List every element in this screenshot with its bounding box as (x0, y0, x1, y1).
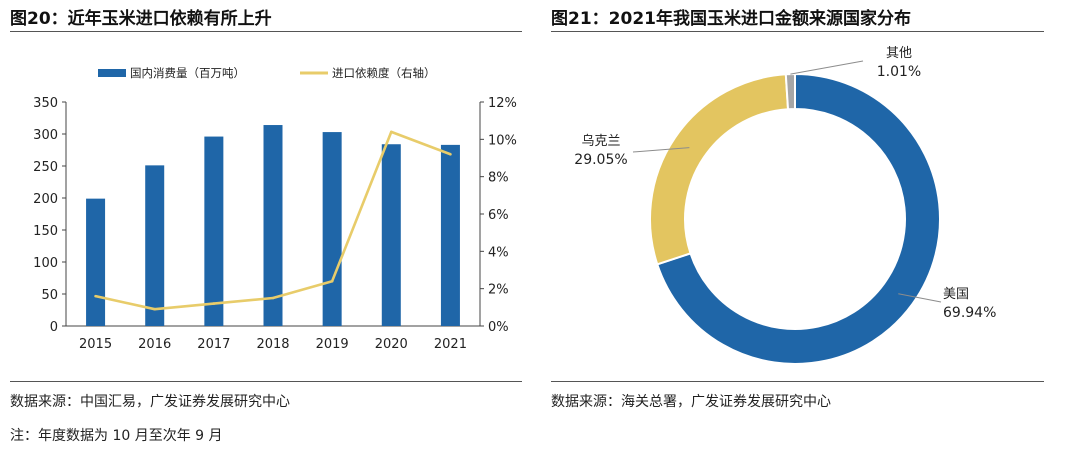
bar-2015 (86, 198, 106, 326)
line-point-2015 (94, 294, 97, 298)
slice-label-ukraine: 乌克兰 (581, 133, 620, 149)
x-tick-label: 2020 (375, 337, 408, 352)
left-tick-label: 250 (33, 160, 58, 175)
line-point-2019 (330, 279, 334, 283)
x-tick-label: 2015 (79, 337, 112, 352)
bar-2021 (440, 144, 460, 326)
legend-bar-label: 国内消费量（百万吨） (130, 66, 245, 80)
bar-2020 (381, 144, 401, 326)
left-tick-label: 150 (33, 224, 58, 239)
slice-label-usa: 美国 (943, 287, 969, 302)
leader-ukraine (632, 147, 690, 153)
bar-2016 (145, 165, 165, 326)
source-note: 数据来源：海关总署，广发证券发展研究中心 (551, 394, 831, 410)
right-tick-label: 12% (488, 96, 517, 111)
right-tick-label: 10% (488, 133, 517, 148)
slice-ukraine (649, 73, 790, 266)
line-point-2016 (153, 307, 157, 311)
slice-other (784, 72, 796, 111)
bar-2017 (204, 136, 224, 326)
consumption-import-chart: 国内消费量（百万吨） 进口依赖度（右轴） 0 50 100 150 200 250 300 350… (33, 66, 517, 352)
right-tick-label: 6% (488, 208, 509, 223)
legend-line-label: 进口依赖度（右轴） (332, 66, 436, 80)
left-tick-label: 300 (33, 128, 58, 143)
line-point-2020 (389, 130, 393, 134)
slice-label-other: 其他 (886, 46, 912, 61)
right-panel: 图21：2021年我国玉米进口金额来源国家分布 美国 69.94% 乌克兰 29.05… (551, 0, 1044, 456)
source-note: 数据来源：中国汇易，广发证券发展研究中心 (10, 394, 290, 410)
slice-value-ukraine: 29.05% (574, 152, 627, 168)
right-tick-label: 8% (488, 171, 509, 186)
figure-20-title: 图20：近年玉米进口依赖有所上升 (10, 9, 272, 29)
footnote: 注：年度数据为 10 月至次年 9 月 (10, 428, 223, 444)
x-tick-label: 2019 (316, 337, 349, 352)
left-tick-label: 200 (33, 192, 58, 207)
line-point-2017 (212, 302, 216, 305)
x-tick-label: 2021 (434, 337, 467, 352)
right-tick-label: 4% (488, 245, 509, 260)
slice-usa (656, 72, 941, 365)
import-source-donut: 美国 69.94% 乌克兰 29.05% 其他 1.01% (574, 46, 996, 365)
figure-21-title: 图21：2021年我国玉米进口金额来源国家分布 (551, 9, 911, 29)
slice-value-other: 1.01% (877, 64, 921, 80)
right-tick-label: 0% (488, 320, 509, 335)
bottom-divider (10, 381, 522, 382)
leader-other (790, 60, 864, 75)
line-point-2018 (271, 296, 275, 300)
left-tick-label: 50 (41, 288, 58, 303)
legend: 国内消费量（百万吨） 进口依赖度（右轴） (98, 66, 436, 80)
left-tick-label: 0 (50, 320, 58, 335)
x-tick-label: 2016 (138, 337, 171, 352)
left-tick-label: 350 (33, 96, 58, 111)
leader-usa (898, 293, 942, 303)
left-tick-label: 100 (33, 256, 58, 271)
bottom-divider (551, 381, 1044, 382)
legend-bar-swatch (98, 69, 126, 77)
right-tick-label: 2% (488, 283, 509, 298)
slice-value-usa: 69.94% (943, 305, 996, 321)
bar-2019 (322, 132, 342, 326)
line-point-2021 (449, 152, 452, 156)
x-tick-label: 2017 (197, 337, 230, 352)
bar-2018 (263, 125, 283, 326)
x-tick-label: 2018 (256, 337, 289, 352)
left-panel: 图20：近年玉米进口依赖有所上升 国内消费量（百万吨） 进口依赖度（右轴） 0 50 1… (10, 0, 522, 456)
top-divider (10, 31, 522, 32)
top-divider (551, 31, 1044, 32)
